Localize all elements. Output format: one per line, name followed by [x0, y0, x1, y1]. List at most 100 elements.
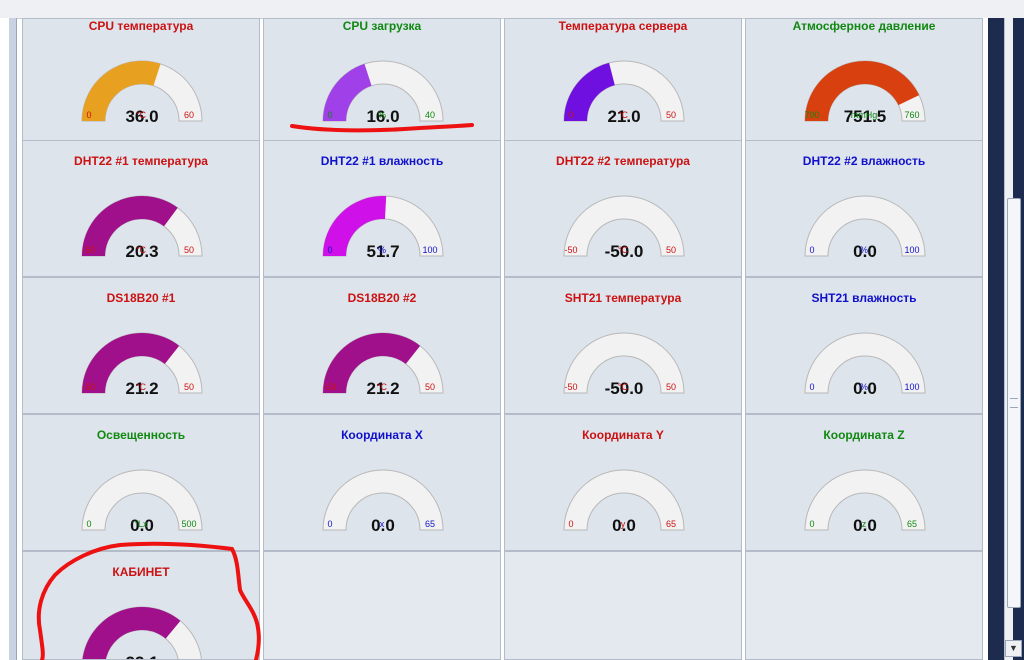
gauge-panel-cpu-temperature: CPU температура 36.0 0 °C 60 — [22, 18, 260, 153]
gauge-unit-label: °Lx — [134, 519, 148, 529]
gauge-value-arc — [564, 62, 615, 121]
gauge-min-label: 0 — [568, 110, 574, 120]
empty-panel — [263, 551, 501, 660]
gauge-max-label: 65 — [906, 519, 917, 529]
gauge-value-arc — [82, 61, 161, 121]
gauge-value-text: 16.0 — [366, 107, 399, 126]
gauge-title: DS18B20 #2 — [347, 291, 417, 305]
gauge-title: DHT22 #1 влажность — [320, 154, 444, 168]
gauge-value-text: 0.0 — [130, 516, 154, 535]
gauge-max-label: 60 — [183, 110, 194, 120]
gauge-track — [81, 469, 203, 531]
gauge-min-label: 0 — [809, 382, 815, 392]
gauge-track — [563, 332, 685, 394]
gauge-dial: -50.0 — [563, 195, 685, 261]
gauge-panel-ds18b20-2: DS18B20 #2 21.2 -50 °C 50 — [263, 277, 501, 414]
gauge-value-text: 0.0 — [853, 516, 877, 535]
gauge-max-label: 50 — [424, 382, 435, 392]
scroll-down-button[interactable]: ▼ — [1005, 640, 1022, 657]
gauge-min-label: 0 — [327, 519, 333, 529]
browser-top-frame — [0, 0, 1024, 19]
gauge-panel-coordinate-z: Координата Z 0.0 0 z 65 — [745, 414, 983, 551]
gauge-value-arc — [323, 196, 387, 256]
gauge-unit-label: % — [859, 245, 868, 255]
gauge-title: Атмосферное давление — [792, 19, 936, 33]
gauge-title: SHT21 температура — [564, 291, 682, 305]
gauge-title: Координата X — [341, 428, 423, 442]
gauge-track — [804, 332, 926, 394]
gauge-panel-sht21-humidity: SHT21 влажность 0.0 0 % 100 — [745, 277, 983, 414]
gauge-unit-label: mmHg — [850, 110, 878, 120]
gauge-track — [563, 469, 685, 531]
gauge-min-label: -50 — [82, 382, 96, 392]
gauge-dial: 0.0 — [563, 469, 685, 535]
gauge-value-text: 21.2 — [125, 379, 158, 398]
gauge-unit-label: y — [620, 519, 626, 529]
gauge-title: DHT22 #1 температура — [74, 154, 208, 168]
gauge-value-text: 51.7 — [366, 242, 399, 261]
gauge-unit-label: °C — [617, 110, 629, 120]
gauge-max-label: 500 — [181, 519, 197, 529]
gauge-max-label: 100 — [422, 245, 438, 255]
gauge-dial: 21.0 — [563, 60, 685, 126]
gauge-dial: 0.0 — [81, 469, 203, 535]
gauge-panel-dht22-1-temperature: DHT22 #1 температура 20.3 -50 °C 50 — [22, 140, 260, 277]
gauge-max-label: 760 — [904, 110, 920, 120]
gauge-dial: 0.0 — [804, 469, 926, 535]
gauge-title: DHT22 #2 влажность — [802, 154, 926, 168]
gauge-panel-illuminance: Освещенность 0.0 0 °Lx 500 — [22, 414, 260, 551]
gauge-max-label: 50 — [665, 110, 676, 120]
gauge-dial: 22.1 — [82, 606, 202, 659]
gauge-title: CPU загрузка — [342, 19, 422, 33]
gauge-value-text: 0.0 — [612, 516, 636, 535]
gauge-dial: 16.0 — [322, 60, 444, 126]
gauge-unit-label: % — [859, 382, 868, 392]
gauge-max-label: 100 — [904, 382, 920, 392]
gauge-track — [804, 469, 926, 531]
gauge-panel-coordinate-y: Координата Y 0.0 0 y 65 — [504, 414, 742, 551]
gauge-unit-label: °C — [135, 382, 147, 392]
gauge-dial: 36.0 — [81, 60, 203, 126]
gauge-panel-cabinet: КАБИНЕТ 22.1 — [22, 551, 260, 660]
gauge-value-text: -50.0 — [605, 379, 644, 398]
gauge-panel-server-temperature: Температура сервера 21.0 0 °C 50 — [504, 18, 742, 153]
gauge-max-label: 50 — [665, 245, 676, 255]
gauge-max-label: 50 — [665, 382, 676, 392]
gauge-title: DHT22 #2 температура — [556, 154, 690, 168]
gauge-dial: -50.0 — [563, 332, 685, 398]
gauge-min-label: 0 — [809, 245, 815, 255]
gauge-unit-label: z — [861, 519, 867, 529]
gauge-title: Координата Z — [823, 428, 905, 442]
gauge-unit-label: % — [377, 110, 386, 120]
gauge-dial: 0.0 — [322, 469, 444, 535]
gauge-panel-ds18b20-1: DS18B20 #1 21.2 -50 °C 50 — [22, 277, 260, 414]
gauge-panel-dht22-1-humidity: DHT22 #1 влажность 51.7 0 % 100 — [263, 140, 501, 277]
left-frame-border — [9, 18, 17, 660]
gauge-dial: 21.2 — [81, 332, 203, 398]
content-border — [983, 18, 988, 660]
gauge-dial: 0.0 — [804, 332, 926, 398]
gauge-value-arc — [805, 60, 920, 121]
gauge-value-text: 0.0 — [853, 242, 877, 261]
gauge-min-label: -50 — [564, 245, 578, 255]
gauge-track — [322, 469, 444, 531]
gauge-min-label: 0 — [809, 519, 815, 529]
gauge-max-label: 50 — [183, 382, 194, 392]
gauge-min-label: -50 — [323, 382, 337, 392]
gauge-value-text: 21.2 — [366, 379, 399, 398]
gauge-min-label: 0 — [327, 110, 333, 120]
gauge-unit-label: °C — [135, 245, 147, 255]
gauge-title: Освещенность — [96, 428, 186, 442]
gauge-min-label: 0 — [86, 110, 92, 120]
gauge-value-text: 751.5 — [844, 107, 887, 126]
gauge-title: Координата Y — [582, 428, 664, 442]
gauge-value-arc — [82, 196, 178, 256]
gauge-value-arc — [323, 333, 421, 393]
gauge-value-text: -50.0 — [605, 242, 644, 261]
gauge-dial: 20.3 — [81, 195, 203, 261]
gauge-panel-cpu-load: CPU загрузка 16.0 0 % 40 — [263, 18, 501, 153]
gauge-unit-label: °C — [135, 110, 147, 120]
gauge-value-text: 0.0 — [853, 379, 877, 398]
scrollbar-thumb[interactable] — [1007, 198, 1021, 608]
gauge-max-label: 40 — [424, 110, 435, 120]
